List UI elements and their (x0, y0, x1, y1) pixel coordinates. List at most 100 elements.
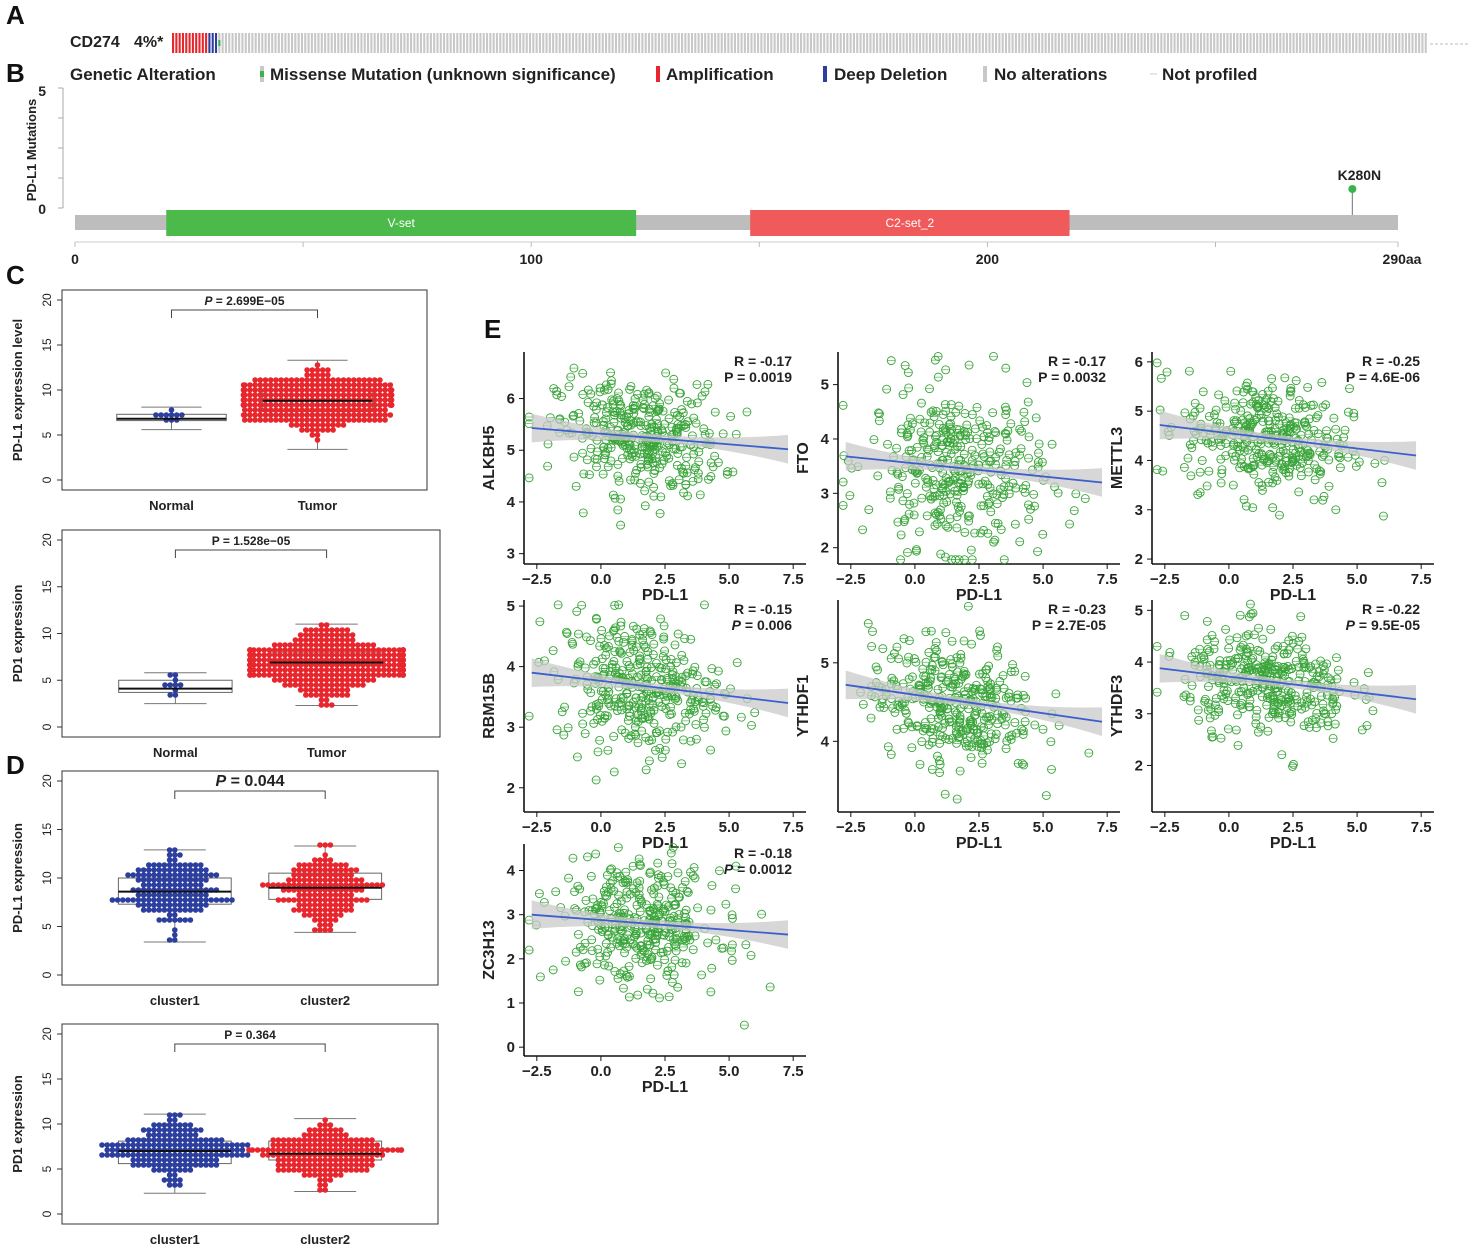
data-point (283, 382, 290, 388)
y-tick-label: 15 (40, 823, 54, 837)
x-tick-label: 0 (71, 251, 79, 267)
oncoprint-sample (367, 33, 370, 53)
data-point (273, 417, 279, 423)
data-point (172, 1162, 178, 1168)
data-point (322, 1132, 329, 1138)
data-point (366, 387, 373, 393)
data-point (146, 907, 152, 913)
data-point (301, 902, 308, 908)
oncoprint-sample (743, 33, 746, 53)
data-point (166, 902, 173, 908)
data-point (351, 412, 357, 418)
data-point (140, 867, 147, 873)
data-point (140, 1157, 147, 1163)
data-point (312, 882, 318, 888)
data-point (345, 382, 352, 388)
x-axis-label: PD-L1 (1270, 587, 1316, 604)
data-point (177, 1132, 183, 1138)
data-point (312, 927, 318, 933)
data-point (260, 1147, 266, 1153)
data-point (353, 897, 360, 903)
data-point (177, 1167, 183, 1173)
pvalue-bracket (171, 309, 318, 318)
oncoprint-sample (1394, 33, 1398, 53)
data-point (329, 702, 335, 708)
data-point (156, 1122, 162, 1128)
panel-letter-e: E (484, 314, 502, 344)
data-point (349, 647, 356, 653)
oncoprint-sample (1411, 33, 1414, 53)
oncoprint-sample (1391, 33, 1394, 53)
data-point (366, 417, 373, 423)
data-point (177, 907, 183, 913)
data-point (386, 652, 392, 658)
data-point (146, 862, 152, 868)
data-point (114, 897, 121, 903)
data-point (306, 1172, 313, 1178)
data-point (293, 382, 300, 388)
data-point (277, 647, 283, 653)
oncoprint-sample (575, 33, 578, 53)
data-point (308, 637, 314, 643)
data-point (151, 1137, 157, 1143)
data-point (364, 1142, 370, 1148)
data-point (348, 897, 355, 903)
data-point (301, 1162, 308, 1168)
data-point (338, 1157, 344, 1163)
data-point (330, 407, 336, 413)
data-point (304, 382, 310, 388)
data-point (198, 902, 204, 908)
oncoprint-sample (1375, 33, 1378, 53)
data-point (161, 892, 168, 898)
oncoprint-sample (1365, 33, 1368, 53)
data-point (361, 417, 368, 423)
oncoprint-sample (852, 33, 855, 53)
data-point (296, 897, 303, 903)
data-point (325, 402, 331, 408)
data-point (353, 867, 360, 873)
data-point (339, 692, 346, 698)
data-point (323, 627, 330, 633)
data-point (246, 1147, 252, 1153)
plot-frame (61, 1023, 439, 1225)
data-point (348, 872, 355, 878)
data-point (125, 872, 131, 878)
oncoprint-sample (601, 33, 604, 53)
oncoprint-sample (1381, 33, 1384, 53)
data-point (192, 1142, 199, 1148)
oncoprint-sample (1292, 33, 1295, 53)
data-point (177, 852, 183, 858)
data-point (297, 637, 304, 643)
data-point (312, 917, 318, 923)
data-point (303, 682, 309, 688)
y-tick-label: 0 (40, 476, 54, 483)
data-point (306, 1162, 313, 1168)
oncoprint-sample (1004, 33, 1008, 53)
data-point (303, 667, 309, 673)
oncoprint-sample (505, 33, 508, 53)
data-point (109, 1147, 116, 1153)
data-point (288, 382, 295, 388)
data-point (339, 667, 346, 673)
data-point (306, 897, 313, 903)
oncoprint-sample (495, 33, 499, 53)
data-point (323, 702, 330, 708)
data-point (234, 1147, 240, 1153)
data-point (304, 417, 310, 423)
data-point (125, 1137, 131, 1143)
data-point (348, 902, 355, 908)
oncoprint-missense-marker (218, 40, 221, 46)
data-point (319, 412, 326, 418)
data-point (187, 892, 194, 898)
panel-letter-c: C (6, 260, 25, 290)
pvalue-value: = 0.044 (226, 773, 284, 790)
oncoprint-sample (918, 33, 922, 53)
oncoprint-sample (671, 33, 674, 53)
oncoprint-sample (509, 33, 512, 53)
data-point (340, 402, 347, 408)
data-point (360, 642, 366, 648)
data-point (371, 392, 378, 398)
oncoprint-sample (707, 33, 710, 53)
data-point (187, 877, 194, 883)
oncoprint-sample (416, 33, 419, 53)
